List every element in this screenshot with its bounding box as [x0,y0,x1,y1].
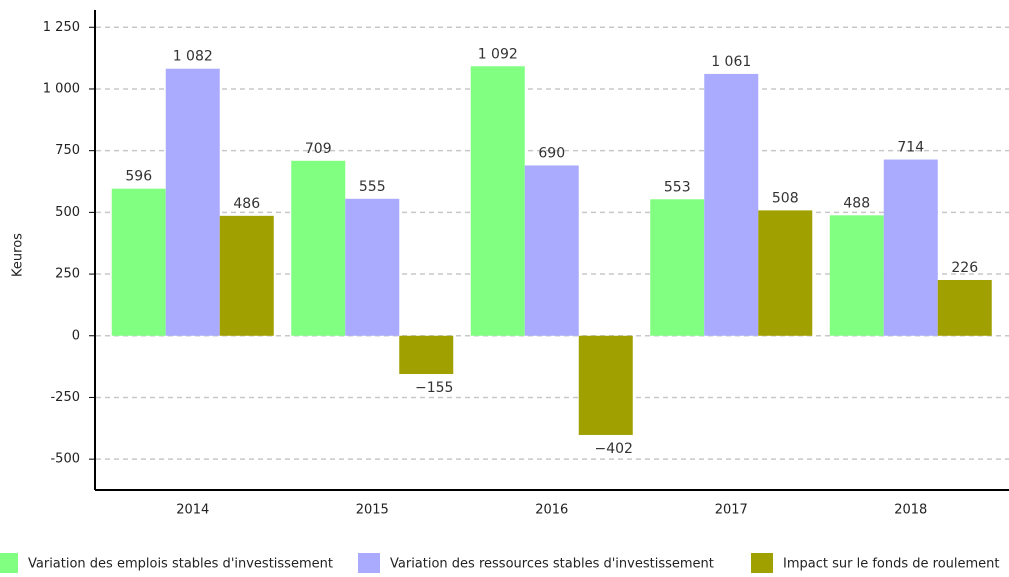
data-label: 690 [538,145,565,161]
y-tick-label: 750 [55,143,80,158]
y-tick-label: 500 [55,205,80,220]
bar [758,210,813,336]
y-axis-label: Keuros [11,233,26,277]
data-label: 1 082 [173,49,213,65]
bar [111,188,166,336]
x-tick-label: 2018 [894,503,927,518]
data-label: 508 [772,190,799,206]
data-label: 709 [305,141,332,157]
data-label: 486 [233,196,260,212]
data-label: −402 [595,441,633,457]
data-label: 555 [359,179,386,195]
y-tick-label: -500 [50,452,80,467]
bar [524,165,579,336]
y-tick-label: 0 [72,328,80,343]
bar [399,335,454,375]
data-label: 226 [951,260,978,276]
y-tick-label: 250 [55,267,80,282]
x-tick-label: 2015 [356,503,389,518]
bar [578,335,633,435]
y-tick-label: 1 000 [43,81,80,96]
legend-label: Variation des ressources stables d'inves… [390,557,714,572]
x-tick-label: 2014 [176,503,209,518]
bar [345,198,400,336]
y-tick-label: 1 250 [43,20,80,35]
x-tick-label: 2017 [715,503,748,518]
bar [937,279,992,336]
legend-swatch [751,553,773,573]
bar [704,73,759,336]
legend-label: Impact sur le fonds de roulement [783,557,1000,572]
bar [470,66,525,336]
y-tick-label: -250 [50,390,80,405]
data-label: 1 061 [711,54,751,70]
legend-swatch [0,553,18,573]
data-label: 488 [843,195,870,211]
data-label: 714 [897,140,924,156]
x-tick-label: 2016 [535,503,568,518]
legend-swatch [358,553,380,573]
data-label: −155 [415,380,453,396]
bar [883,159,938,336]
bar [829,215,884,336]
legend-label: Variation des emplois stables d'investis… [28,557,333,572]
bar [165,68,220,336]
bar [219,215,274,336]
bar [291,160,346,336]
data-label: 553 [664,179,691,195]
data-label: 596 [125,169,152,185]
bar [650,199,705,336]
data-label: 1 092 [478,46,518,62]
